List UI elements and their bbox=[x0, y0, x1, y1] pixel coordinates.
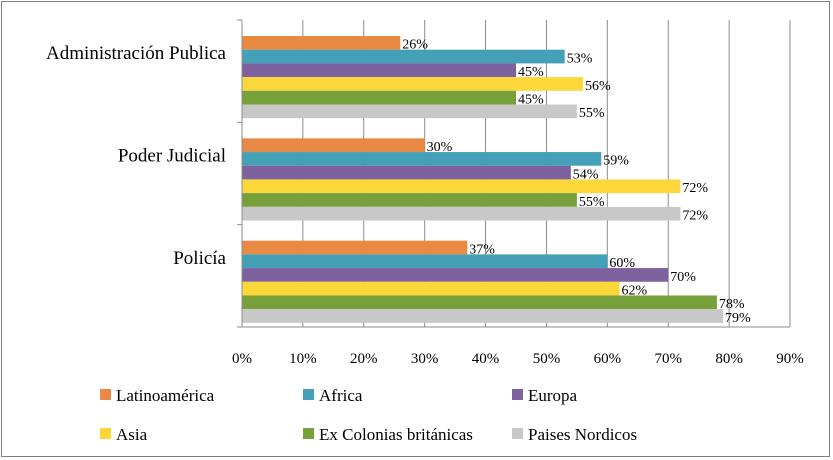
bar bbox=[242, 268, 669, 282]
legend-swatch bbox=[100, 428, 111, 439]
data-label: 45% bbox=[518, 93, 544, 108]
data-label: 59% bbox=[603, 154, 629, 169]
axes: 0% 10% 20% 30% 40% 50% 60% 70% 80% 90% Administrac… bbox=[46, 19, 804, 367]
bar bbox=[242, 309, 724, 323]
legend-label: Paises Nordicos bbox=[528, 425, 637, 444]
x-tick-label: 80% bbox=[715, 351, 743, 367]
x-tick-label: 0% bbox=[232, 351, 252, 367]
category-label: Poder Judicial bbox=[118, 146, 226, 167]
data-label: 62% bbox=[622, 283, 648, 298]
bar bbox=[242, 240, 468, 255]
bar bbox=[242, 63, 516, 78]
x-tick-label: 10% bbox=[289, 351, 317, 367]
bar bbox=[242, 77, 583, 91]
bar bbox=[242, 179, 681, 194]
data-label: 72% bbox=[682, 181, 708, 196]
bar bbox=[242, 254, 608, 269]
bar bbox=[242, 165, 571, 180]
x-tick-label: 30% bbox=[411, 351, 439, 367]
data-label: 55% bbox=[579, 106, 605, 121]
bar bbox=[242, 193, 577, 207]
bar bbox=[242, 104, 577, 119]
data-label: 30% bbox=[427, 140, 453, 155]
x-tick-label: 90% bbox=[776, 351, 804, 367]
x-tick-label: 40% bbox=[472, 351, 500, 367]
bar bbox=[242, 206, 681, 221]
bar bbox=[242, 138, 425, 153]
bar bbox=[242, 36, 401, 50]
data-label: 45% bbox=[518, 65, 544, 80]
bars bbox=[242, 36, 724, 323]
x-tick-label: 20% bbox=[350, 351, 378, 367]
x-tick-label: 50% bbox=[533, 351, 561, 367]
legend-label: Latinoamérica bbox=[116, 386, 215, 405]
x-tick-label: 60% bbox=[594, 351, 622, 367]
legend-label: Europa bbox=[528, 386, 578, 405]
bar bbox=[242, 152, 602, 166]
data-label: 79% bbox=[725, 311, 751, 326]
bar bbox=[242, 49, 565, 64]
data-label: 60% bbox=[609, 256, 635, 271]
bar bbox=[242, 295, 717, 310]
legend-label: Asia bbox=[116, 425, 148, 444]
data-label: 37% bbox=[469, 242, 495, 257]
legend-swatch bbox=[100, 389, 111, 400]
data-label: 78% bbox=[719, 297, 745, 312]
x-tick-label: 70% bbox=[654, 351, 682, 367]
data-label: 54% bbox=[573, 167, 599, 182]
bar bbox=[242, 281, 620, 296]
data-label: 70% bbox=[670, 270, 696, 285]
legend-swatch bbox=[512, 389, 523, 400]
legend: Latinoamérica Africa Europa Asia Ex Colonias… bbox=[100, 386, 637, 444]
legend-label: Africa bbox=[319, 386, 363, 405]
data-labels: 26% 53% 45% 56% 45% 55% 30% 59% 54% 72% 55% 72% 37% 6… bbox=[402, 38, 751, 326]
data-label: 56% bbox=[585, 79, 611, 94]
legend-label: Ex Colonias británicas bbox=[319, 425, 473, 444]
bar bbox=[242, 90, 516, 105]
data-label: 26% bbox=[402, 38, 428, 53]
data-label: 55% bbox=[579, 195, 605, 210]
category-label: Policía bbox=[173, 248, 226, 269]
data-label: 72% bbox=[682, 209, 708, 224]
category-label: Administración Publica bbox=[46, 43, 227, 64]
legend-swatch bbox=[303, 389, 314, 400]
data-label: 53% bbox=[567, 51, 593, 66]
legend-swatch bbox=[303, 428, 314, 439]
legend-swatch bbox=[512, 428, 523, 439]
